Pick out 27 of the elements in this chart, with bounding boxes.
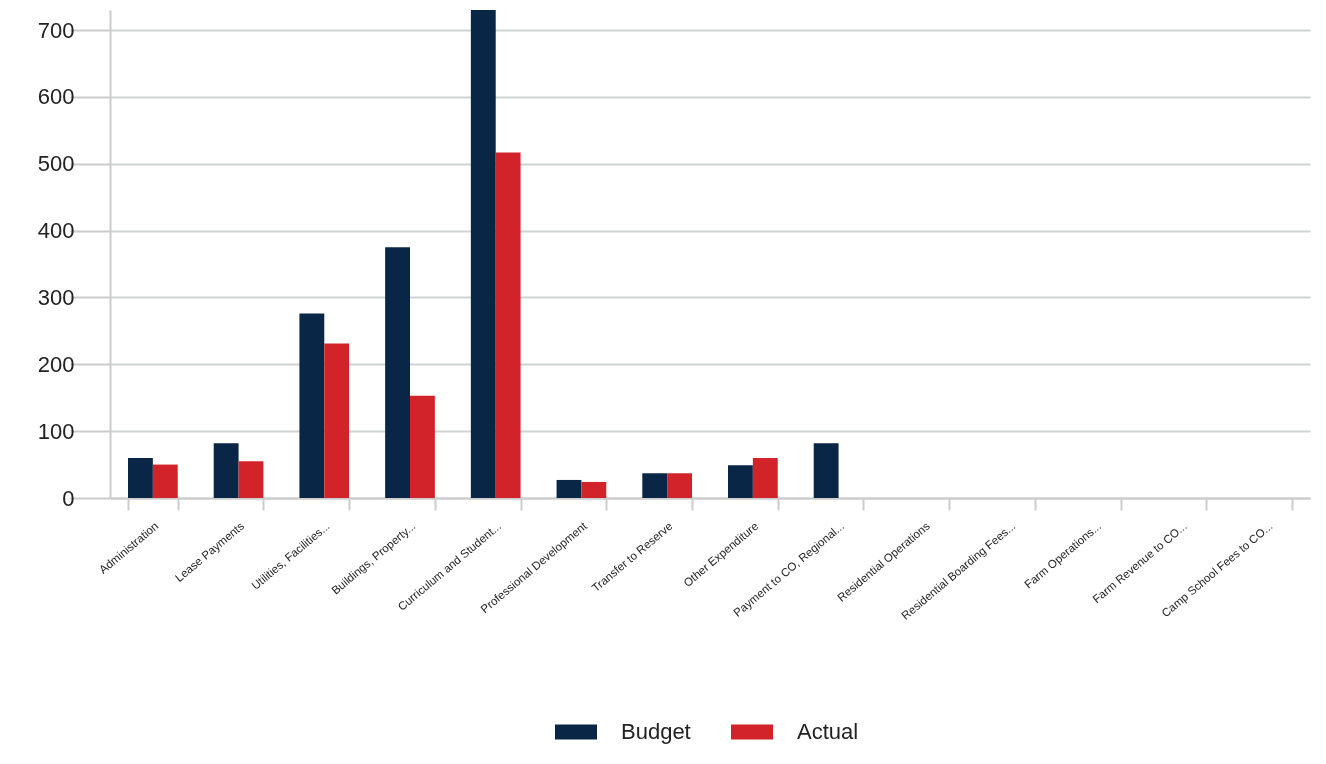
legend-label: Actual xyxy=(797,719,859,744)
y-tick-label: 300 xyxy=(37,284,75,310)
bar xyxy=(128,457,153,498)
bar xyxy=(410,395,435,498)
bar xyxy=(752,457,778,498)
bar xyxy=(556,479,582,498)
y-tick-label: 200 xyxy=(37,351,75,377)
legend-label: Budget xyxy=(621,719,691,744)
bar xyxy=(152,464,178,498)
bar xyxy=(495,152,521,498)
bar xyxy=(470,10,496,498)
bar xyxy=(385,247,410,498)
bar xyxy=(728,465,753,498)
bar xyxy=(324,343,350,498)
bar xyxy=(642,473,668,498)
bar xyxy=(813,443,839,498)
bar xyxy=(299,313,325,498)
y-tick-label: 500 xyxy=(37,151,75,177)
y-tick-label: 0 xyxy=(62,485,75,511)
bar xyxy=(581,481,607,498)
bar xyxy=(667,473,692,498)
y-tick-label: 400 xyxy=(37,218,75,244)
bar xyxy=(238,461,264,498)
y-tick-label: 100 xyxy=(37,418,75,444)
bar xyxy=(213,443,239,498)
y-tick-label: 700 xyxy=(37,17,75,43)
y-tick-label: 600 xyxy=(37,84,75,110)
